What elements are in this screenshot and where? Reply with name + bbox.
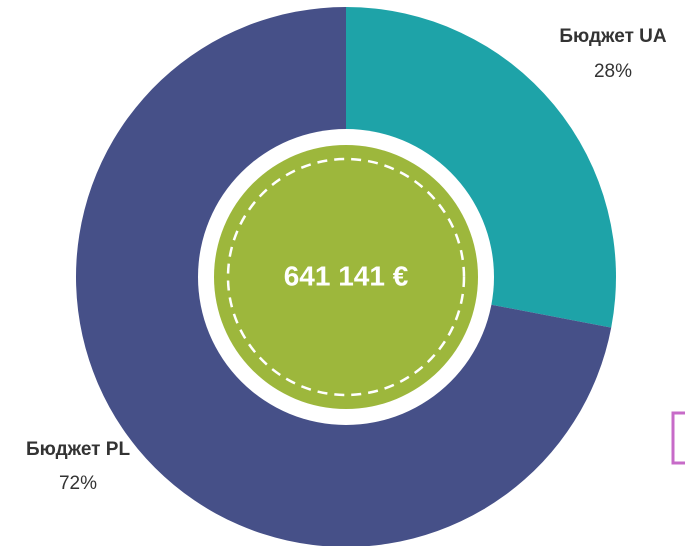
value-label: 28% bbox=[594, 61, 632, 82]
slice-label: Бюджет PL bbox=[26, 439, 130, 460]
value-label: 72% bbox=[59, 473, 97, 494]
center-disc bbox=[214, 145, 478, 409]
cropped-frame bbox=[671, 411, 685, 465]
slice-label: Бюджет UA bbox=[559, 26, 667, 47]
center-label: 641 141 € bbox=[284, 260, 409, 291]
center-dashed-ring bbox=[226, 157, 466, 397]
